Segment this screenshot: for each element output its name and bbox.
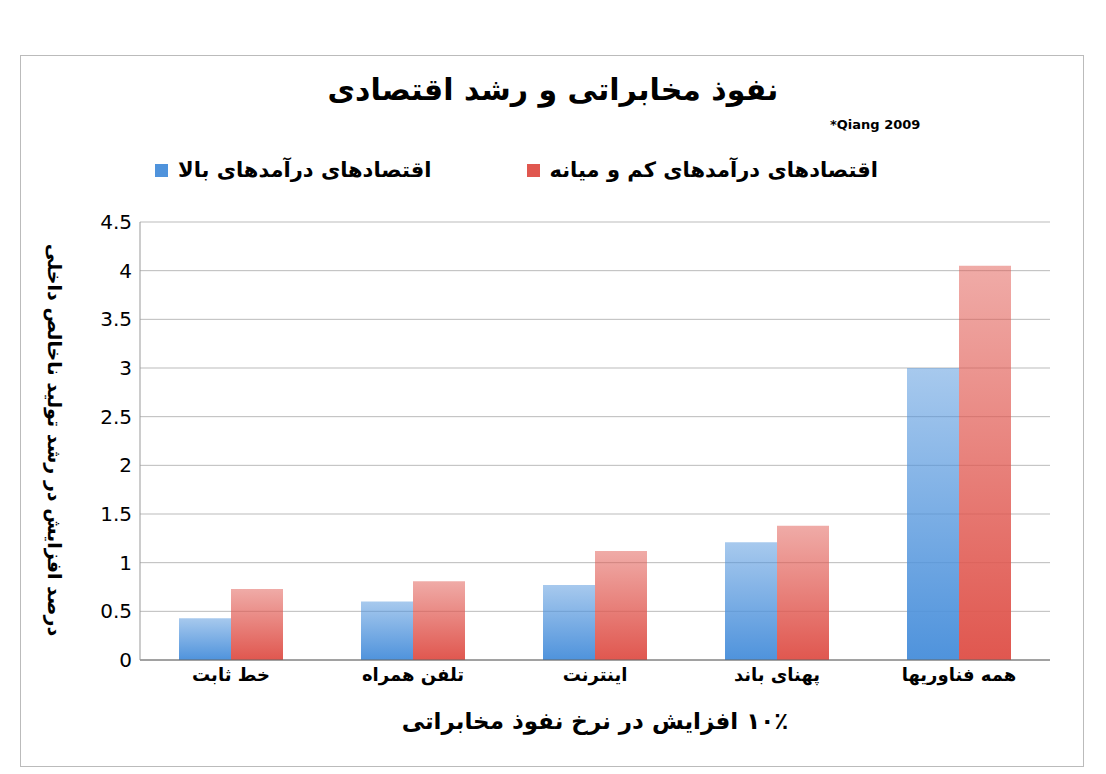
svg-text:1.5: 1.5 bbox=[100, 502, 132, 526]
svg-text:0.5: 0.5 bbox=[100, 599, 132, 623]
html-text:نفوذ مخابراتی و رشد اقتصادی: نفوذ مخابراتی و رشد اقتصادی bbox=[327, 72, 779, 107]
svg-text:3.5: 3.5 bbox=[100, 307, 132, 331]
svg-text:4: 4 bbox=[119, 259, 132, 283]
svg-text:2: 2 bbox=[119, 453, 132, 477]
svg-text:0: 0 bbox=[119, 648, 132, 672]
html-text:اقتصادهای درآمدهای کم و میانه: اقتصادهای درآمدهای کم و میانه bbox=[549, 158, 878, 182]
html-text:اقتصادهای درآمدهای بالا: اقتصادهای درآمدهای بالا bbox=[178, 158, 432, 182]
html-text:*Qiang 2009: *Qiang 2009 bbox=[830, 117, 921, 132]
svg-text:اینترنت: اینترنت bbox=[563, 664, 628, 686]
svg-text:1: 1 bbox=[119, 551, 132, 575]
svg-text:همه فناوریها: همه فناوریها bbox=[902, 664, 1017, 686]
svg-text:3: 3 bbox=[119, 356, 132, 380]
svg-text:4.5: 4.5 bbox=[100, 210, 132, 234]
svg-text:تلفن همراه: تلفن همراه bbox=[362, 664, 464, 686]
html-text:درصد افزایش در رشد تولید ناخال: درصد افزایش در رشد تولید ناخالص داخلی bbox=[44, 243, 66, 637]
svg-text:خط ثابت: خط ثابت bbox=[192, 664, 270, 685]
html-text:۱۰٪ افزایش در نرخ نفوذ مخابرات: ۱۰٪ افزایش در نرخ نفوذ مخابراتی bbox=[401, 708, 789, 734]
svg-text:پهنای باند: پهنای باند bbox=[734, 664, 820, 686]
svg-text:2.5: 2.5 bbox=[100, 405, 132, 429]
